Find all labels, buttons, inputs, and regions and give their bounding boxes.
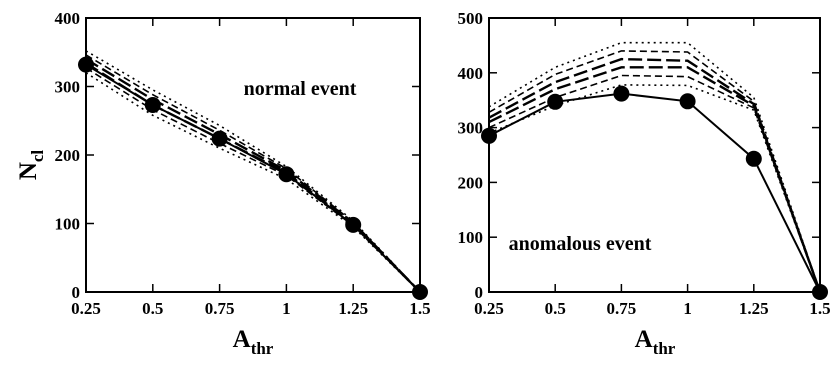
series-line-solid-marker	[488, 92, 821, 293]
data-point	[745, 150, 762, 167]
x-axis-label-anomalous: Athr	[635, 326, 676, 358]
data-point	[345, 216, 362, 233]
series-line-long-dashed	[488, 57, 822, 293]
data-point	[679, 93, 696, 110]
y-tick-label: 300	[55, 78, 81, 97]
series-lines-normal	[85, 50, 421, 293]
series-line-dotted	[488, 84, 821, 293]
series-line-dotted	[85, 72, 421, 293]
x-axis-label-main: A	[233, 326, 251, 353]
data-point	[613, 85, 630, 102]
data-point	[278, 166, 295, 183]
y-tick-label: 100	[458, 228, 484, 247]
x-tick-label: 1.25	[338, 299, 368, 318]
series-markers-anomalous	[481, 85, 828, 300]
x-tick-label: 0.25	[71, 299, 101, 318]
y-axis-label-normal: Ncl	[15, 150, 47, 181]
annotation-anomalous-event: anomalous event	[509, 233, 652, 255]
series-line-dashed	[85, 67, 421, 293]
x-tick-label: 1	[683, 299, 692, 318]
x-tick-label: 0.75	[607, 299, 637, 318]
series-line-solid-marker	[85, 63, 421, 293]
data-point	[547, 93, 564, 110]
y-tick-label: 400	[458, 64, 484, 83]
x-tick-label: 1.5	[809, 299, 830, 318]
x-tick-label: 0.5	[142, 299, 163, 318]
y-tick-label: 100	[55, 215, 81, 234]
data-point	[144, 97, 161, 113]
chart-anomalous-event: 0.25 0.5 0.75 1 1.25 1.5 0 100 200 300 400 500 anom…	[458, 9, 831, 358]
x-axis-label-sub: thr	[251, 339, 274, 358]
axis-ticks-normal: 0.25 0.5 0.75 1 1.25 1.5 0 100 200 300 400	[55, 9, 431, 318]
x-tick-label: 0.75	[205, 299, 235, 318]
series-line-dotted	[85, 50, 421, 293]
y-axis-label-sub: cl	[28, 150, 47, 163]
x-axis-label-normal: Athr	[233, 326, 274, 358]
x-axis-label-sub: thr	[653, 339, 676, 358]
y-tick-label: 200	[458, 173, 484, 192]
x-tick-label: 0.5	[545, 299, 566, 318]
y-tick-label: 0	[72, 283, 81, 302]
data-point	[481, 127, 497, 144]
y-tick-label: 0	[475, 283, 484, 302]
series-line-dashed	[488, 50, 821, 293]
y-axis-label-main: N	[15, 162, 42, 180]
series-line-dotted	[488, 41, 821, 293]
series-line-long-dashed	[488, 66, 822, 293]
x-axis-label-main: A	[635, 326, 653, 353]
series-markers-normal	[78, 56, 428, 300]
y-tick-label: 500	[458, 9, 484, 28]
series-lines-anomalous	[488, 41, 822, 293]
x-tick-label: 0.25	[474, 299, 504, 318]
chart-normal-event: 0.25 0.5 0.75 1 1.25 1.5 0 100 200 300 400 normal …	[15, 9, 431, 358]
data-point	[78, 56, 94, 73]
plot-frame-anomalous	[488, 17, 821, 293]
y-tick-label: 200	[55, 146, 81, 165]
x-tick-label: 1.25	[739, 299, 769, 318]
y-tick-label: 300	[458, 119, 484, 138]
axis-ticks-anomalous: 0.25 0.5 0.75 1 1.25 1.5 0 100 200 300 400 500	[458, 9, 831, 318]
data-point	[211, 130, 228, 147]
y-tick-label: 400	[55, 9, 81, 28]
x-tick-label: 1	[282, 299, 291, 318]
x-tick-label: 1.5	[409, 299, 430, 318]
annotation-normal-event: normal event	[244, 78, 357, 100]
series-line-dashed	[488, 74, 821, 293]
